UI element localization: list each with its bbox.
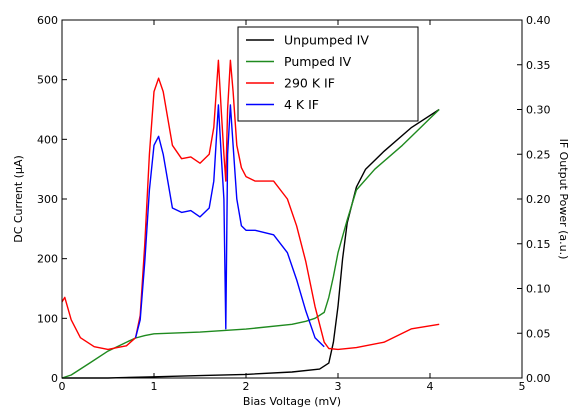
x-tick-label: 2: [243, 380, 250, 393]
x-tick-label: 4: [427, 380, 434, 393]
ticks-layer: 0 1 2 3 4 5 0 100 200 300 400 500 600 0.00 0.05 0.10 0.1…: [37, 14, 551, 393]
y-right-tick-label: 0.15: [526, 238, 551, 251]
y-tick-label: 500: [37, 74, 58, 87]
legend-label-290-k-if: 290 K IF: [284, 76, 335, 91]
x-axis-label: Bias Voltage (mV): [243, 395, 341, 408]
x-tick-label: 1: [151, 380, 158, 393]
legend-label-pumped-iv: Pumped IV: [284, 54, 352, 69]
x-tick-label: 3: [335, 380, 342, 393]
y-right-tick-label: 0.35: [526, 59, 551, 72]
series-line-4-k-if: [134, 104, 325, 348]
y-right-tick-label: 0.05: [526, 327, 551, 340]
series-line-290-k-if: [61, 59, 440, 351]
y-tick-label: 400: [37, 133, 58, 146]
y-tick-label: 100: [37, 312, 58, 325]
y-right-tick-label: 0.20: [526, 193, 551, 206]
y-tick-label: 0: [51, 372, 58, 385]
y-axis-label-right: IF Output Power (a.u.): [557, 139, 569, 260]
series-layer: [61, 59, 440, 379]
y-right-tick-label: 0.25: [526, 148, 551, 161]
x-tick-label: 5: [519, 380, 526, 393]
y-axis-label: DC Current (μA): [12, 155, 25, 243]
y-right-tick-label: 0.10: [526, 283, 551, 296]
y-tick-label: 600: [37, 14, 58, 27]
y-tick-label: 200: [37, 253, 58, 266]
legend: Unpumped IV Pumped IV 290 K IF 4 K IF: [237, 26, 419, 122]
legend-box: [237, 26, 419, 122]
y-right-tick-label: 0.30: [526, 104, 551, 117]
legend-label-unpumped-iv: Unpumped IV: [284, 33, 369, 48]
series-line-unpumped-iv: [62, 108, 440, 379]
y-right-tick-label: 0.00: [526, 372, 551, 385]
series-line-pumped-iv: [61, 108, 440, 379]
y-tick-label: 300: [37, 193, 58, 206]
y-right-tick-label: 0.40: [526, 14, 551, 27]
legend-label-4-k-if: 4 K IF: [284, 97, 319, 112]
x-tick-label: 0: [59, 380, 66, 393]
